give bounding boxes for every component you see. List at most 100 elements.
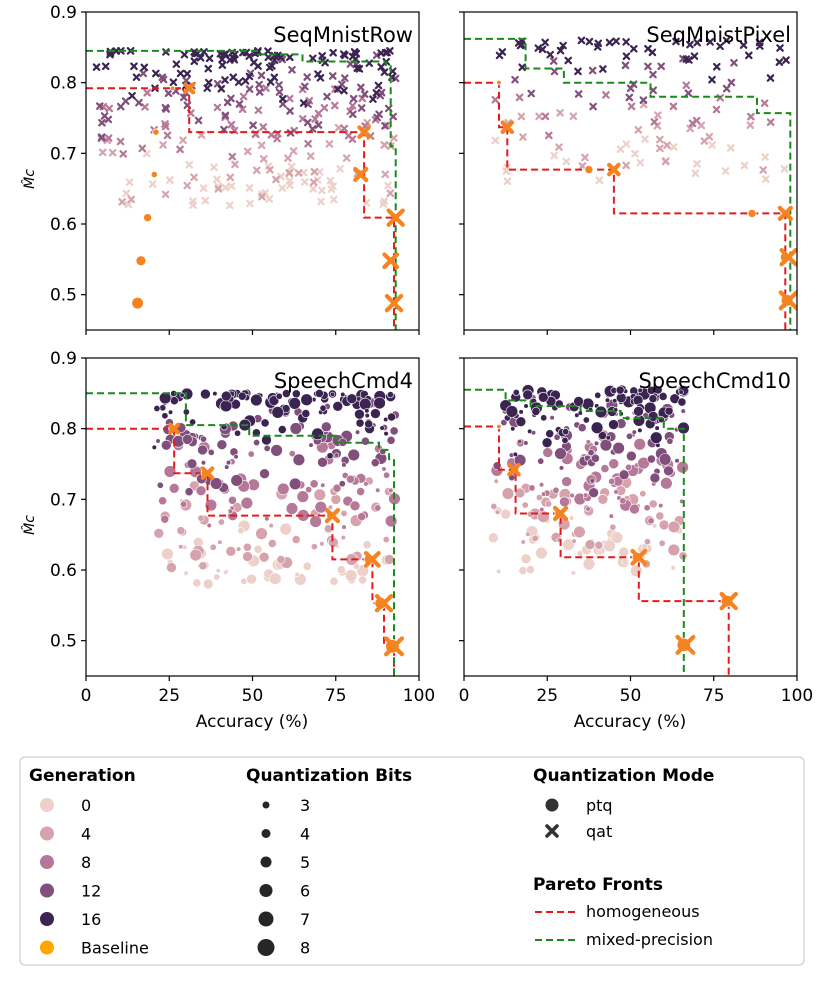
scatter-point-ptq: [561, 436, 569, 444]
scatter-point-qat: [722, 36, 731, 45]
scatter-point-qat: [761, 175, 770, 183]
scatter-point-ptq: [490, 502, 498, 510]
scatter-point-ptq: [523, 403, 529, 409]
scatter-point-qat: [502, 167, 511, 175]
scatter-point-ptq: [505, 405, 519, 418]
scatter-point-qat: [314, 109, 323, 118]
panel-seqmnistpixel: SeqMnistPixel: [459, 11, 798, 335]
baseline-point-qat: [675, 634, 696, 655]
scatter-point-qat: [127, 195, 136, 204]
generation-swatch-icon: [40, 912, 54, 926]
legend-generation-item: 0: [40, 796, 91, 815]
scatter-point-qat: [622, 161, 630, 170]
scatter-point-qat: [556, 46, 565, 55]
x-ticks: 0 25 50 75 100: [459, 676, 813, 706]
legend-label: 16: [81, 910, 101, 929]
scatter-point-ptq: [521, 501, 529, 509]
scatter-point-ptq: [538, 391, 549, 403]
scatter-point-qat: [104, 134, 113, 142]
scatter-point-ptq: [383, 431, 389, 437]
scatter-point-ptq: [370, 458, 380, 468]
scatter-point-qat: [272, 175, 280, 184]
scatter-point-qat: [712, 62, 721, 71]
scatter-point-qat: [340, 86, 348, 95]
scatter-point-qat: [309, 178, 318, 187]
scatter-point-ptq: [538, 482, 545, 488]
y-tick-label: 0.7: [50, 144, 77, 164]
scatter-point-ptq: [253, 544, 263, 554]
scatter-point-ptq: [488, 532, 499, 544]
y-axis-label: M̂c: [21, 169, 38, 189]
scatter-point-qat: [372, 51, 381, 60]
legend-bits-item: 8: [257, 939, 310, 958]
scatter-point-qat: [538, 45, 547, 54]
scatter-point-ptq: [531, 407, 541, 416]
scatter-point-ptq: [654, 425, 660, 431]
scatter-point-ptq: [379, 425, 385, 431]
scatter-point-ptq: [597, 550, 603, 556]
scatter-point-ptq: [198, 561, 208, 571]
scatter-point-qat: [287, 162, 296, 171]
scatter-point-ptq: [561, 476, 572, 487]
scatter-point-qat: [726, 144, 735, 152]
scatter-point-ptq: [364, 419, 374, 429]
scatter-point-ptq: [338, 480, 346, 488]
x-axis-label: Accuracy (%): [574, 712, 686, 732]
scatter-point-ptq: [674, 458, 680, 464]
scatter-point-ptq: [228, 495, 237, 505]
pareto-homogeneous-line: [464, 81, 787, 330]
scatter-point-qat: [98, 118, 106, 127]
scatter-point-qat: [210, 163, 218, 172]
scatter-point-ptq: [356, 487, 366, 496]
scatter-point-ptq: [242, 551, 253, 562]
scatter-point-qat: [323, 92, 331, 101]
scatter-point-qat: [669, 143, 678, 151]
scatter-point-ptq: [585, 439, 591, 445]
scatter-point-qat: [588, 66, 597, 75]
scatter-point-ptq: [268, 522, 274, 529]
scatter-point-ptq: [253, 439, 261, 447]
scatter-point-ptq: [289, 477, 302, 491]
scatter-point-qat: [705, 132, 714, 141]
scatter-point-ptq: [294, 571, 300, 578]
scatter-point-qat: [221, 111, 230, 120]
panel-title: SpeechCmd10: [638, 369, 791, 393]
points-layer: [488, 384, 690, 577]
scatter-point-ptq: [359, 397, 372, 411]
x-tick-label: 25: [536, 686, 558, 706]
scatter-point-qat: [254, 62, 262, 70]
scatter-point-ptq: [495, 568, 502, 575]
scatter-point-ptq: [621, 558, 629, 566]
scatter-point-qat: [649, 70, 657, 79]
legend-generation-item: Baseline: [40, 939, 149, 958]
scatter-point-qat: [348, 52, 357, 61]
scatter-point-qat: [161, 103, 170, 112]
scatter-point-qat: [340, 74, 349, 82]
scatter-point-ptq: [310, 543, 318, 551]
scatter-point-qat: [179, 93, 188, 102]
baseline-point-ptq: [135, 255, 147, 267]
scatter-point-qat: [308, 54, 317, 63]
scatter-point-qat: [625, 93, 634, 102]
scatter-point-ptq: [275, 392, 283, 400]
scatter-point-qat: [574, 67, 582, 76]
scatter-point-ptq: [649, 472, 661, 484]
scatter-point-ptq: [250, 393, 263, 407]
panel-title: SeqMnistPixel: [646, 23, 791, 47]
y-tick-label: 0.8: [50, 74, 77, 94]
scatter-point-ptq: [269, 572, 282, 585]
scatter-point-qat: [128, 92, 136, 100]
scatter-point-ptq: [340, 534, 346, 541]
scatter-point-ptq: [520, 553, 532, 565]
scatter-point-ptq: [195, 485, 207, 496]
legend-frame: [19, 756, 805, 966]
scatter-point-qat: [517, 112, 526, 121]
scatter-point-qat: [201, 196, 210, 205]
scatter-point-ptq: [647, 411, 659, 422]
baseline-point-qat: [778, 290, 797, 311]
baseline-point-ptq: [747, 208, 757, 218]
scatter-point-qat: [152, 69, 160, 78]
scatter-point-ptq: [573, 396, 584, 407]
scatter-point-qat: [756, 42, 764, 50]
generation-swatch-icon: [40, 826, 54, 841]
